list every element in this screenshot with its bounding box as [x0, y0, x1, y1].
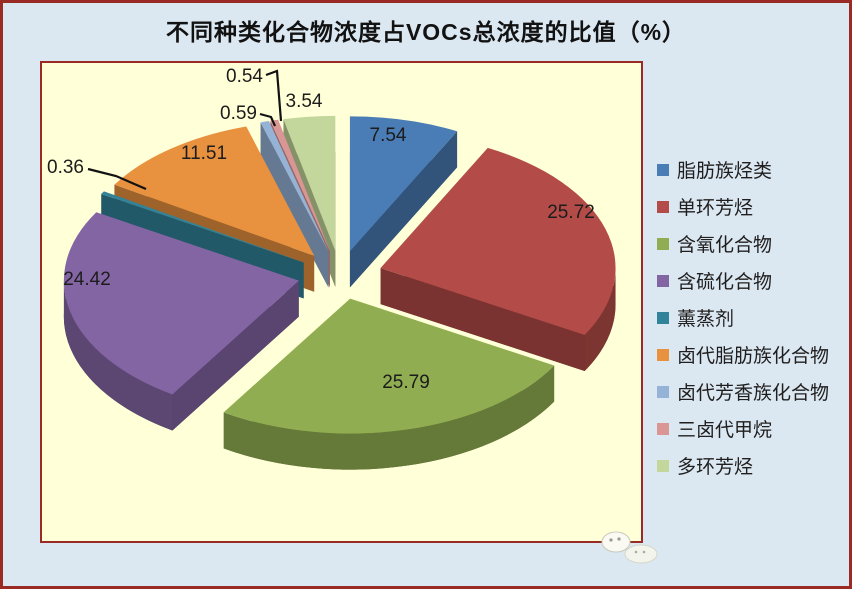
- legend-label: 脂肪族烃类: [677, 161, 773, 182]
- legend-swatch: [657, 311, 669, 324]
- legend-swatch: [657, 385, 669, 398]
- watermark-cloud: [601, 531, 631, 553]
- legend-item: 三卤代甲烷: [657, 410, 829, 447]
- legend-label: 卤代芳香族化合物: [677, 383, 830, 404]
- legend-item: 薰蒸剂: [657, 299, 829, 336]
- data-label-0: 7.54: [370, 125, 407, 146]
- watermark-cloud-eye: [617, 537, 621, 541]
- data-label-7: 0.54: [226, 66, 263, 87]
- legend-swatch: [657, 459, 669, 472]
- legend: 脂肪族烃类单环芳烃含氧化合物含硫化合物薰蒸剂卤代脂肪族化合物 卤代芳香族化合物 三卤…: [657, 151, 829, 484]
- legend-item: 脂肪族烃类: [657, 151, 829, 188]
- data-label-8: 3.54: [286, 91, 323, 112]
- legend-swatch: [657, 237, 669, 250]
- data-label-1: 25.72: [547, 202, 595, 223]
- legend-item: 单环芳烃: [657, 188, 829, 225]
- legend-item: 含氧化合物: [657, 225, 829, 262]
- legend-swatch: [657, 163, 669, 176]
- pie-slice-2-top: [223, 298, 555, 434]
- legend-label: 三卤代甲烷: [677, 420, 773, 441]
- pie-slice-6-top: [260, 121, 329, 252]
- pie-slice-6-start-wall: [260, 122, 329, 288]
- legend-label: 含硫化合物: [677, 272, 773, 293]
- pie-slice-5-top: [114, 126, 315, 256]
- data-label-2: 25.79: [382, 372, 430, 393]
- legend-label: 卤代脂肪族化合物: [677, 346, 830, 367]
- pie-slice-3-top: [63, 212, 299, 395]
- watermark-cloud-eye: [609, 538, 613, 542]
- legend-item: 卤代脂肪族化合物: [657, 336, 829, 373]
- legend-swatch: [657, 274, 669, 287]
- watermark-cloud-eye: [642, 550, 646, 554]
- pie-slice-8-top: [283, 115, 336, 251]
- legend-label: 单环芳烃: [677, 198, 754, 219]
- legend-item: 多环芳烃: [657, 447, 829, 484]
- pie-slice-3-start-wall: [172, 280, 299, 431]
- legend-swatch: [657, 348, 669, 361]
- pie-slice-4-top: [101, 191, 304, 263]
- pie-slice-3-rim: [63, 280, 173, 431]
- pie-slice-2-rim: [223, 365, 555, 470]
- legend-swatch: [657, 422, 669, 435]
- data-label-5: 11.51: [181, 143, 227, 164]
- watermark-cloud: [624, 544, 658, 564]
- pie-slice-0-end-wall: [349, 131, 458, 288]
- label-leader-line: [87, 167, 147, 191]
- pie-slice-0-top: [349, 116, 458, 252]
- pie-slice-1-top: [380, 147, 616, 336]
- watermark-cloud-eye: [634, 550, 638, 554]
- pie-slice-7-top: [270, 119, 330, 252]
- legend-label: 含氧化合物: [677, 235, 773, 256]
- legend-item: 卤代芳香族化合物: [657, 373, 829, 410]
- legend-label: 多环芳烃: [677, 457, 754, 478]
- data-label-6: 0.59: [220, 103, 257, 124]
- legend-label: 薰蒸剂: [677, 309, 735, 330]
- legend-item: 含硫化合物: [657, 262, 829, 299]
- label-leader-line: [265, 69, 283, 122]
- pie-slice-1-rim: [584, 268, 616, 372]
- data-label-3: 24.42: [63, 269, 111, 290]
- legend-swatch: [657, 200, 669, 213]
- label-leader-line: [259, 112, 277, 127]
- data-label-4: 0.36: [47, 157, 84, 178]
- chart-title: 不同种类化合物浓度占VOCs总浓度的比值（%）: [165, 19, 687, 45]
- pie-slice-1-end-wall: [380, 268, 585, 372]
